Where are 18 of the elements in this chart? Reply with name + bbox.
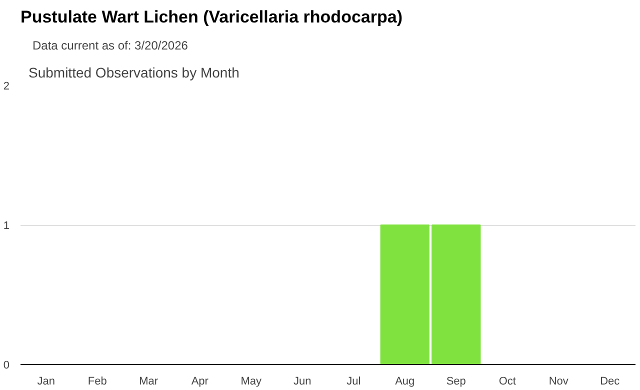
x-tick-label: May	[240, 376, 262, 388]
x-tick-label: Dec	[600, 376, 620, 388]
y-tick-label: 2	[3, 80, 10, 92]
x-tick-label: Apr	[191, 376, 209, 388]
chart-title: Pustulate Wart Lichen (Varicellaria rhodocarpa)	[20, 8, 402, 26]
x-tick-label: Jun	[294, 376, 312, 388]
y-tick-label: 1	[3, 220, 10, 232]
x-tick-label: Jan	[37, 376, 56, 388]
x-tick-label: Sep	[446, 376, 466, 388]
x-tick-label: Mar	[139, 376, 158, 388]
x-tick-label: Aug	[395, 376, 415, 388]
text: Submitted Observations by Month	[28, 64, 240, 80]
x-tick-label: Nov	[548, 376, 569, 388]
chart-subtitle: Data current as of: 3/20/2026	[32, 38, 188, 52]
x-tick-label: Jul	[346, 376, 361, 388]
y-tick-label: 0	[3, 360, 10, 372]
x-tick-label: Oct	[498, 376, 516, 388]
x-tick-label: Feb	[88, 376, 107, 388]
